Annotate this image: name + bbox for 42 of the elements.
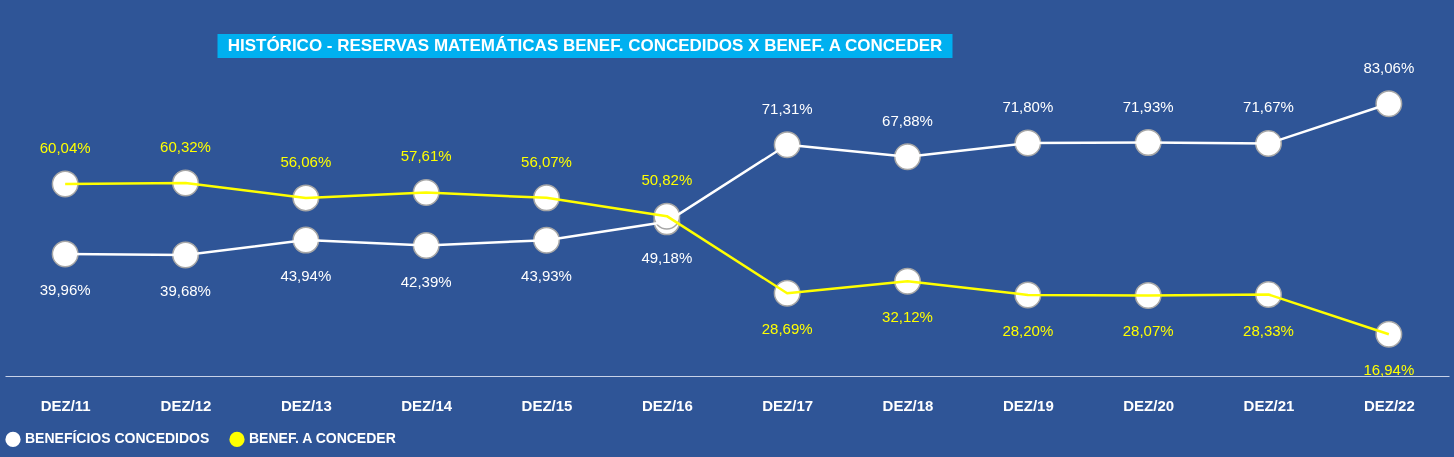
- data-label: 71,67%: [1243, 98, 1294, 116]
- data-label: 28,33%: [1243, 321, 1294, 339]
- legend-label: BENEFÍCIOS CONCEDIDOS: [25, 430, 210, 447]
- data-label: 56,07%: [521, 152, 572, 170]
- x-tick-label: DEZ/17: [762, 396, 814, 414]
- data-label: 43,93%: [521, 267, 572, 285]
- x-tick-label: DEZ/13: [280, 396, 332, 414]
- data-label: 32,12%: [882, 308, 933, 326]
- data-label: 67,88%: [882, 111, 933, 129]
- data-label: 71,80%: [1002, 98, 1054, 116]
- x-tick-label: DEZ/21: [1243, 396, 1295, 414]
- data-label: 39,68%: [160, 281, 211, 299]
- data-label: 39,96%: [39, 280, 91, 298]
- data-label: 28,07%: [1122, 322, 1174, 340]
- data-label: 42,39%: [400, 272, 452, 290]
- data-label: 56,06%: [280, 152, 332, 170]
- data-label: 50,82%: [641, 171, 693, 189]
- x-tick-label: DEZ/22: [1363, 396, 1415, 414]
- data-label: 60,04%: [39, 139, 91, 157]
- x-tick-label: DEZ/20: [1123, 396, 1175, 414]
- x-tick-label: DEZ/12: [160, 396, 212, 414]
- x-tick-label: DEZ/15: [521, 396, 573, 414]
- x-tick-label: DEZ/19: [1002, 396, 1054, 414]
- data-label: 57,61%: [400, 147, 452, 165]
- x-tick-label: DEZ/11: [40, 396, 91, 414]
- x-tick-label: DEZ/14: [401, 396, 453, 414]
- data-label: 28,20%: [1002, 321, 1054, 339]
- data-label: 83,06%: [1363, 58, 1415, 76]
- data-label: 28,69%: [761, 320, 813, 338]
- data-label: 71,31%: [761, 99, 813, 117]
- data-label: 16,94%: [1363, 361, 1415, 379]
- chart-title: HISTÓRICO - RESERVAS MATEMÁTICAS BENEF. CONCEDIDOS X BENEF. A CONCEDER: [227, 36, 943, 55]
- data-label: 71,93%: [1122, 97, 1174, 115]
- data-label: 60,32%: [160, 138, 211, 156]
- legend-label: BENEF. A CONCEDER: [249, 430, 396, 447]
- x-tick-label: DEZ/18: [882, 396, 934, 414]
- point: [172, 241, 199, 269]
- data-label: 49,18%: [641, 248, 693, 266]
- data-label: 43,94%: [280, 267, 332, 285]
- x-tick-label: DEZ/16: [641, 396, 693, 414]
- point: [51, 240, 79, 268]
- point: [1375, 90, 1403, 118]
